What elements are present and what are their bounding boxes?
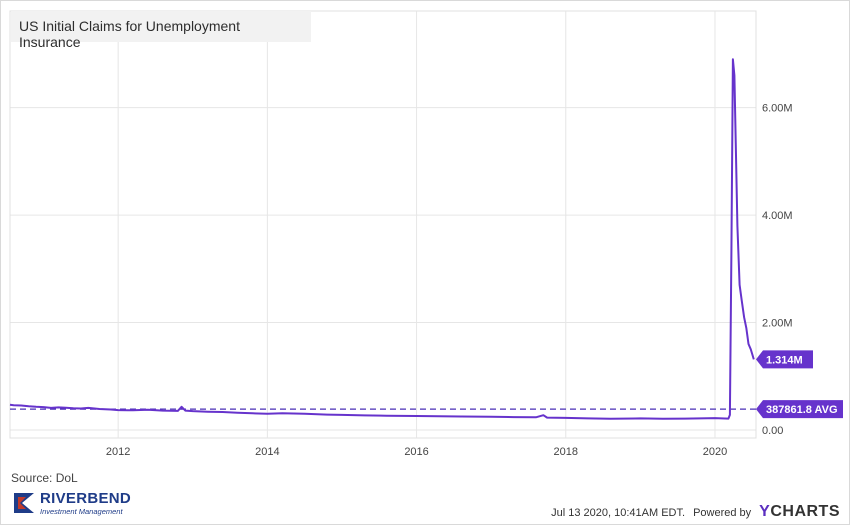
x-tick-label: 2016 xyxy=(404,446,428,458)
logo-mark-icon xyxy=(14,493,34,513)
average-badge-label: 387861.8 AVG xyxy=(766,404,838,416)
y-tick-label: 2.00M xyxy=(762,318,793,330)
y-tick-label: 4.00M xyxy=(762,210,793,222)
logo-name: RIVERBEND xyxy=(40,490,132,507)
plot-area-border xyxy=(9,10,757,439)
x-tick-labels: 2012 2014 2016 2018 2020 xyxy=(106,446,727,458)
y-tick-label: 6.00M xyxy=(762,103,793,115)
value-badges: 1.314M 387861.8 AVG xyxy=(756,350,843,419)
average-badge-shape xyxy=(756,400,843,419)
x-tick-label: 2014 xyxy=(255,446,279,458)
x-gridlines xyxy=(117,11,716,438)
y-tick-label: 0.00 xyxy=(762,425,783,437)
chart-footer: Jul 13 2020, 10:41AM EDT. Powered by YCH… xyxy=(551,503,840,521)
last-value-badge-shape xyxy=(756,350,813,369)
last-value-badge-label: 1.314M xyxy=(766,354,803,366)
powered-by-label: Powered by xyxy=(693,507,752,519)
average-badge: 387861.8 AVG xyxy=(756,400,843,419)
y-gridlines xyxy=(9,10,757,439)
logo-tagline: Investment Management xyxy=(40,507,123,516)
x-tick-label: 2012 xyxy=(106,446,130,458)
ycharts-logo[interactable]: YCHARTS xyxy=(759,503,840,520)
last-value-badge: 1.314M xyxy=(756,350,813,369)
chart-title: US Initial Claims for Unemployment Insur… xyxy=(11,11,311,50)
x-tick-label: 2018 xyxy=(554,446,578,458)
source-note: Source: DoL xyxy=(11,471,78,485)
x-tick-label: 2020 xyxy=(703,446,727,458)
timestamp: Jul 13 2020, 10:41AM EDT. xyxy=(551,507,686,519)
series-line xyxy=(9,58,755,420)
riverbend-logo: RIVERBEND Investment Management xyxy=(12,490,142,520)
series-lines xyxy=(9,58,755,420)
y-tick-labels: 0.00 2.00M 4.00M 6.00M xyxy=(762,103,793,437)
